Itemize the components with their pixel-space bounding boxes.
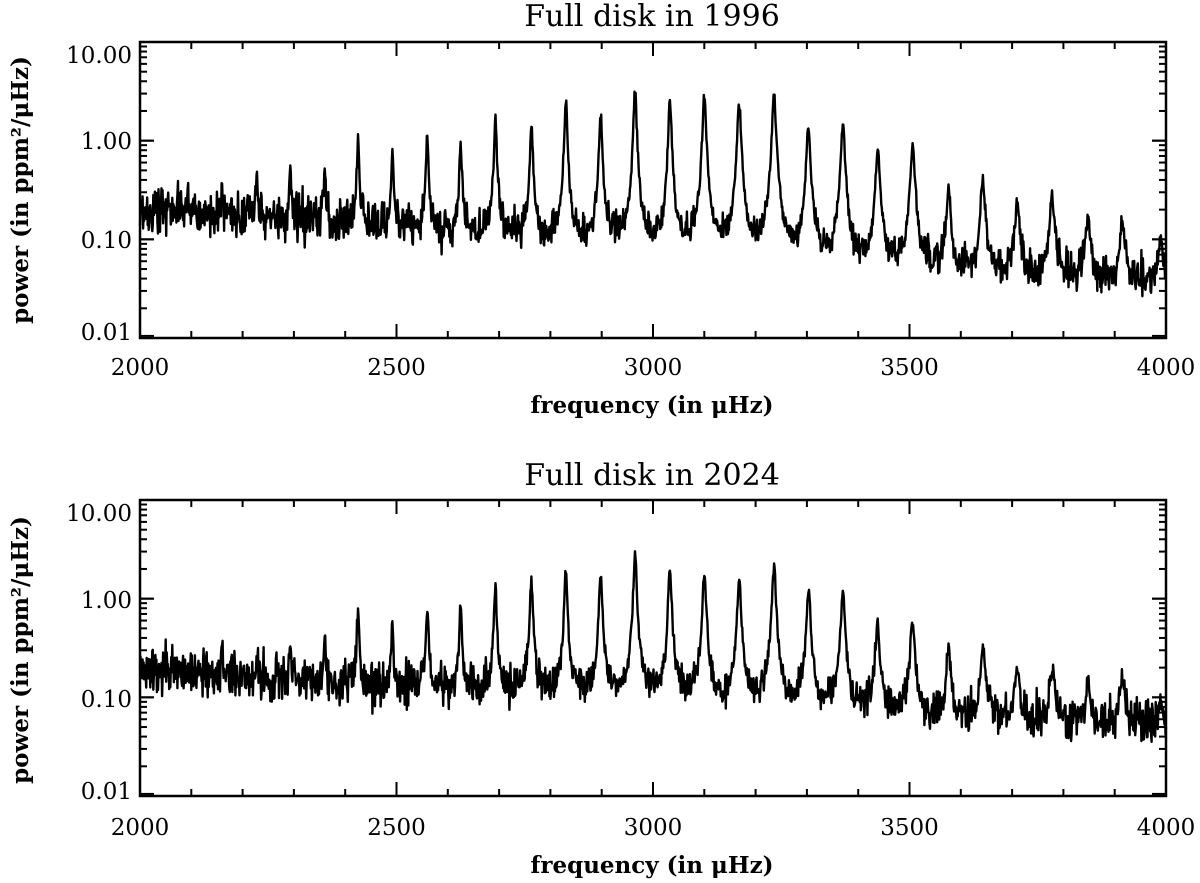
x-tick-label: 3500	[880, 815, 939, 841]
y-tick-label: 1.00	[81, 129, 132, 155]
power-spectrum-series	[138, 90, 1168, 298]
y-tick-label: 0.10	[81, 687, 132, 713]
plot-frame	[138, 40, 1168, 340]
axis-ticks	[139, 41, 1167, 338]
x-tick-label: 3000	[624, 355, 683, 381]
x-tick-label: 4000	[1137, 815, 1196, 841]
chart-title: Full disk in 1996	[524, 0, 780, 34]
x-tick-label: 2000	[111, 355, 170, 381]
y-tick-label: 0.01	[81, 320, 132, 346]
y-tick-label: 1.00	[81, 588, 132, 614]
y-tick-label: 10.00	[66, 43, 132, 69]
x-tick-label: 3000	[624, 815, 683, 841]
spectrum-line	[138, 90, 1168, 298]
y-axis-label: power (in ppm²/μHz)	[7, 516, 34, 784]
x-tick-label: 2500	[367, 355, 426, 381]
panel-1996: Full disk in 1996 10.00 1.00 0.10 0.01 2…	[7, 0, 1195, 419]
y-tick-label: 0.01	[81, 779, 132, 805]
y-tick-label: 10.00	[66, 501, 132, 527]
axis-ticks	[139, 499, 1167, 796]
power-spectrum-series	[138, 550, 1168, 743]
x-tick-label: 3500	[880, 355, 939, 381]
y-tick-label: 0.10	[81, 228, 132, 254]
panel-2024: Full disk in 2024 10.00 1.00 0.10 0.01 2…	[7, 458, 1195, 879]
plot-frame	[138, 498, 1168, 798]
y-axis-label: power (in ppm²/μHz)	[7, 56, 34, 324]
x-axis-label: frequency (in μHz)	[530, 392, 773, 419]
spectrum-line	[138, 550, 1168, 743]
x-tick-label: 2000	[111, 815, 170, 841]
x-tick-label: 2500	[367, 815, 426, 841]
x-tick-label: 4000	[1137, 355, 1196, 381]
chart-title: Full disk in 2024	[524, 458, 780, 493]
x-axis-label: frequency (in μHz)	[530, 852, 773, 879]
